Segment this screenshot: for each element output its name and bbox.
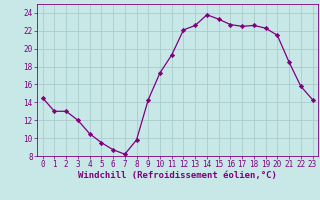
X-axis label: Windchill (Refroidissement éolien,°C): Windchill (Refroidissement éolien,°C) <box>78 171 277 180</box>
